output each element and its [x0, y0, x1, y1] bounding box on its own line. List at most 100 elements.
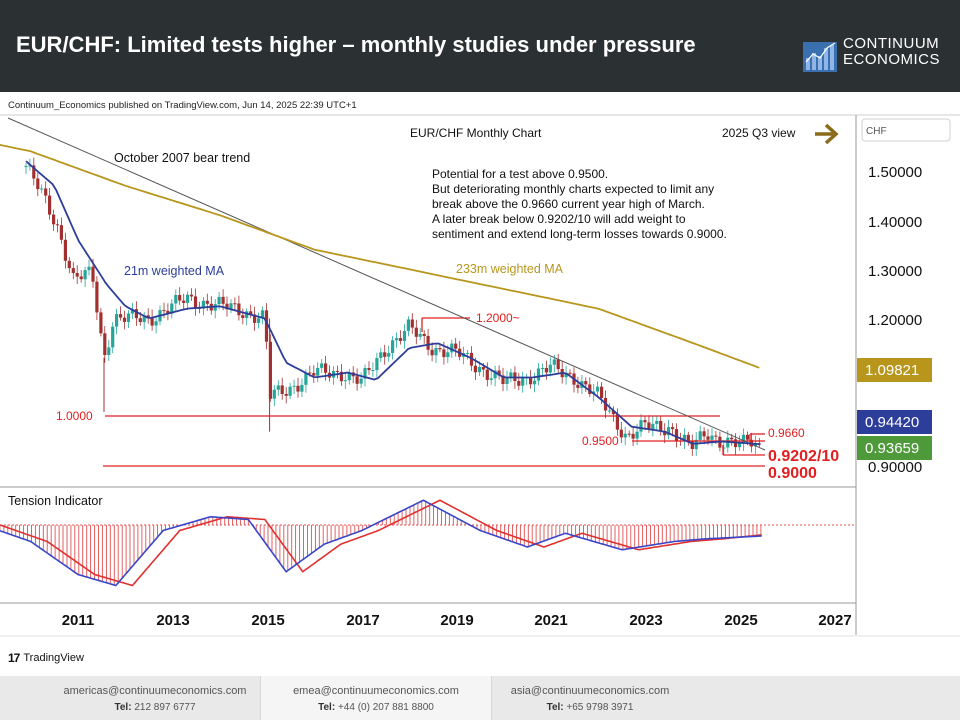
ma233-line [0, 143, 760, 369]
candle-body [48, 195, 52, 215]
candle-body [623, 433, 627, 438]
continuum-logo: CONTINUUM ECONOMICS [803, 36, 953, 76]
candle-body [36, 178, 40, 190]
tradingview-brand[interactable]: 17 TradingView [8, 651, 84, 665]
footer-email-emea[interactable]: emea@continuumeconomics.com [293, 685, 459, 697]
candle-body [667, 427, 671, 436]
candle-body [241, 315, 245, 318]
candle-body [292, 385, 296, 387]
commentary-line-2: But deteriorating monthly charts expecte… [432, 182, 714, 196]
tension-histogram [0, 501, 762, 585]
candle-body [288, 386, 292, 396]
candle-body [741, 434, 746, 444]
candle-body [505, 377, 509, 384]
candle-body [71, 268, 75, 273]
candle-body [304, 372, 308, 385]
candle-body [698, 431, 702, 440]
footer-asia: asia@continuumeconomics.com Tel: +65 979… [490, 676, 690, 720]
candle-body [280, 385, 284, 394]
candle-body [296, 385, 300, 392]
footer: americas@continuumeconomics.com Tel: 212… [0, 676, 960, 720]
candle-body [596, 386, 600, 392]
candle-body [359, 378, 363, 384]
candle-body [631, 433, 635, 439]
candle-body [745, 434, 750, 440]
candle-body [544, 368, 548, 373]
candle-body [556, 359, 560, 370]
commentary-block: Potential for a test above 0.9500. But d… [432, 167, 727, 241]
candle-body [481, 367, 485, 370]
candle-body [87, 266, 91, 271]
tradingview-label: TradingView [23, 652, 84, 664]
candle-body [182, 300, 186, 303]
candle-body [607, 410, 612, 412]
candle-body [395, 338, 399, 341]
candle-body [339, 371, 343, 382]
logo-line-2: ECONOMICS [843, 51, 941, 68]
candle-body [268, 341, 272, 399]
candle-body [95, 281, 99, 313]
candle-body [722, 447, 726, 449]
candle-body [122, 317, 127, 322]
candle-body [442, 349, 446, 358]
candle-body [276, 385, 280, 390]
candle-body [308, 372, 312, 374]
candle-body [600, 386, 604, 398]
candle-body [706, 436, 710, 440]
level-label-1-2000: 1.2000~ [476, 311, 520, 325]
candle-body [418, 333, 422, 337]
candle-body [391, 340, 395, 353]
candle-body [627, 433, 631, 435]
x-tick-label: 2011 [62, 612, 95, 629]
candle-body [671, 427, 675, 430]
candle-body [67, 260, 71, 269]
candle-body [619, 429, 623, 438]
candle-body [635, 431, 639, 439]
candle-body [272, 389, 276, 399]
candle-body [674, 429, 679, 441]
footer-tel-americas: 212 897 6777 [134, 702, 196, 713]
candle-body [312, 373, 316, 376]
candle-body [414, 327, 418, 337]
candle-body [150, 317, 154, 326]
candle-body [552, 359, 556, 365]
footer-tel-label: Tel: [114, 702, 132, 713]
candle-body [237, 303, 241, 316]
candle-body [473, 365, 477, 373]
footer-tel-label: Tel: [546, 702, 564, 713]
bear-trend-label: October 2007 bear trend [114, 151, 250, 165]
candle-body [103, 333, 107, 355]
candle-body [375, 358, 379, 371]
footer-tel-label: Tel: [318, 702, 336, 713]
candle-body [576, 384, 580, 388]
candle-body [253, 314, 257, 323]
candle-body [410, 319, 414, 328]
x-tick-label: 2027 [818, 612, 851, 629]
logo-line-1: CONTINUUM [843, 35, 940, 52]
x-tick-label: 2013 [156, 612, 189, 629]
candle-body [225, 303, 229, 310]
commentary-line-1: Potential for a test above 0.9500. [432, 167, 608, 181]
tension-main-line [0, 499, 762, 587]
footer-email-asia[interactable]: asia@continuumeconomics.com [510, 685, 670, 697]
candle-body [174, 295, 178, 304]
candle-body [170, 303, 174, 314]
price-badge-ma21: 0.94420 [857, 410, 932, 434]
candle-body [40, 188, 44, 190]
candle-body [694, 439, 698, 450]
candle-body [59, 225, 63, 240]
candle-body [489, 378, 493, 380]
ma233-label: 233m weighted MA [456, 262, 564, 276]
candle-body [371, 370, 375, 371]
candle-body [324, 363, 328, 373]
level-label-0-9000: 0.9000 [768, 465, 817, 482]
candle-body [347, 372, 351, 381]
candle-body [201, 300, 205, 309]
footer-email-americas[interactable]: americas@continuumeconomics.com [63, 685, 247, 697]
candle-body [465, 352, 470, 354]
x-tick-label: 2019 [440, 612, 473, 629]
x-tick-label: 2017 [346, 612, 379, 629]
candle-body [217, 296, 221, 305]
candle-body [568, 372, 572, 374]
chart-title: EUR/CHF Monthly Chart [410, 126, 542, 140]
